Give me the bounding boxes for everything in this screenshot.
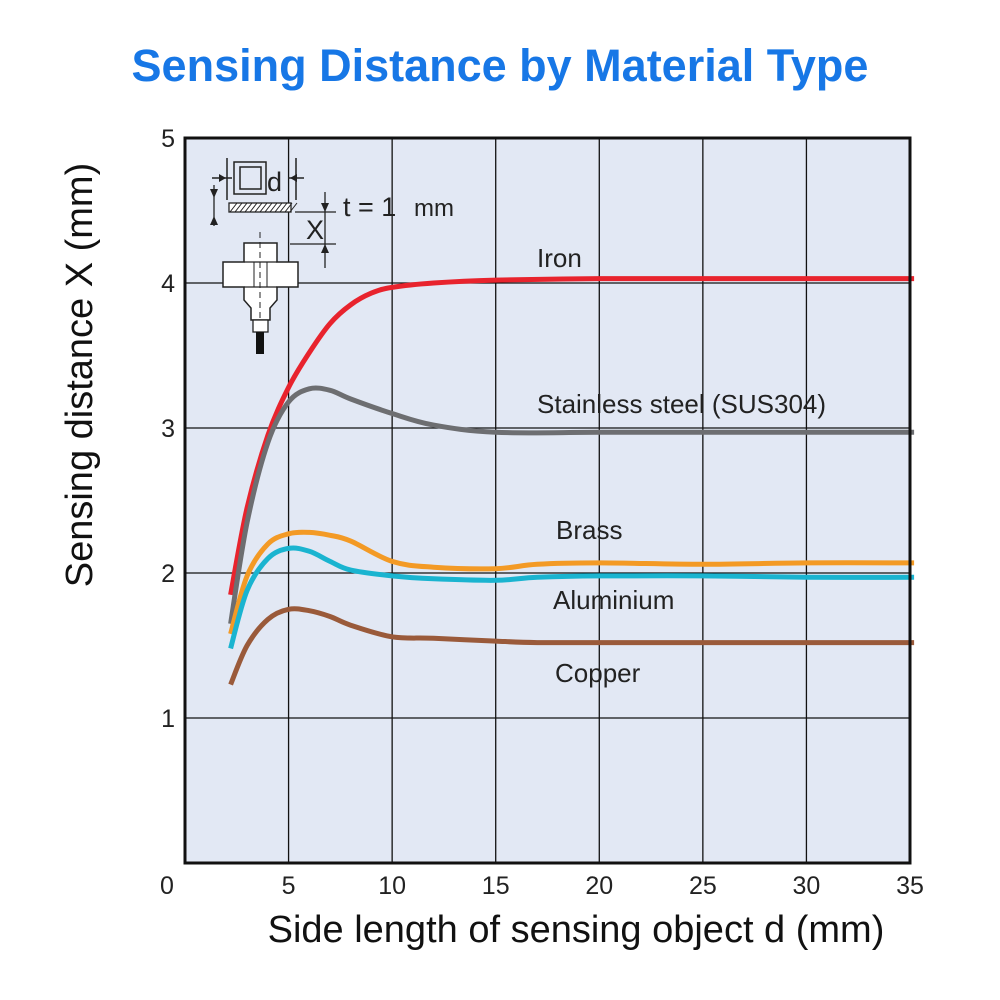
series-label-iron: Iron <box>537 243 582 273</box>
plot-frame <box>183 136 912 865</box>
sensor-diagram-inset: d t = 1 mm X <box>210 158 454 354</box>
series-label-stainless-steel-sus304: Stainless steel (SUS304) <box>537 389 826 419</box>
proximity-sensor-icon <box>222 232 299 354</box>
inset-thickness-unit: mm <box>414 195 454 222</box>
target-square-icon <box>233 161 267 195</box>
series-label-aluminium: Aluminium <box>553 585 674 615</box>
x-tick-label: 0 <box>160 872 174 900</box>
y-tick-label: 4 <box>161 270 175 298</box>
y-tick-label: 2 <box>161 560 175 588</box>
page-title: Sensing Distance by Material Type <box>131 40 869 91</box>
x-tick-label: 30 <box>793 872 821 900</box>
x-tick-label: 5 <box>282 872 296 900</box>
x-tick-label: 20 <box>585 872 613 900</box>
series-line-copper <box>228 606 915 686</box>
plot-area <box>185 138 910 863</box>
series-line-stainless-steel-sus304 <box>228 385 915 625</box>
series-line-aluminium <box>228 545 915 650</box>
series-line-iron <box>228 276 915 596</box>
x-axis-label: Side length of sensing object d (mm) <box>268 909 885 951</box>
series-label-copper: Copper <box>555 658 641 688</box>
x-tick-label: 10 <box>378 872 406 900</box>
y-tick-label: 1 <box>161 705 175 733</box>
y-axis-label: Sensing distance X (mm) <box>59 163 101 588</box>
series-label-brass: Brass <box>556 515 622 545</box>
y-tick-label: 3 <box>161 415 175 443</box>
inset-x-label: X <box>306 215 324 245</box>
inset-d-label: d <box>267 167 282 197</box>
x-tick-label: 25 <box>689 872 717 900</box>
x-tick-label: 15 <box>482 872 510 900</box>
inset-thickness-label: t = 1 <box>343 192 396 222</box>
y-tick-label: 5 <box>161 125 175 153</box>
x-tick-label: 35 <box>896 872 924 900</box>
series-line-brass <box>228 529 915 635</box>
